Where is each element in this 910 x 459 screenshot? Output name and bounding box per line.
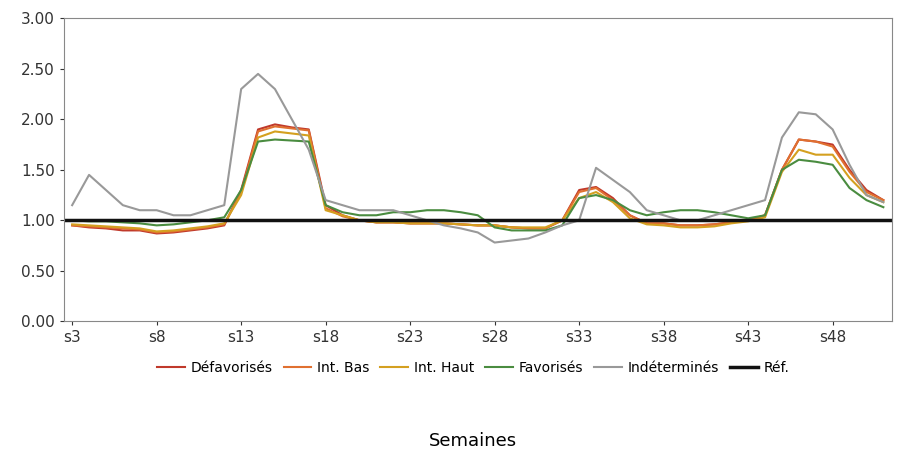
- Legend: Défavorisés, Int. Bas, Int. Haut, Favorisés, Indéterminés, Réf.: Défavorisés, Int. Bas, Int. Haut, Favori…: [152, 356, 794, 381]
- Text: Semaines: Semaines: [430, 431, 517, 450]
